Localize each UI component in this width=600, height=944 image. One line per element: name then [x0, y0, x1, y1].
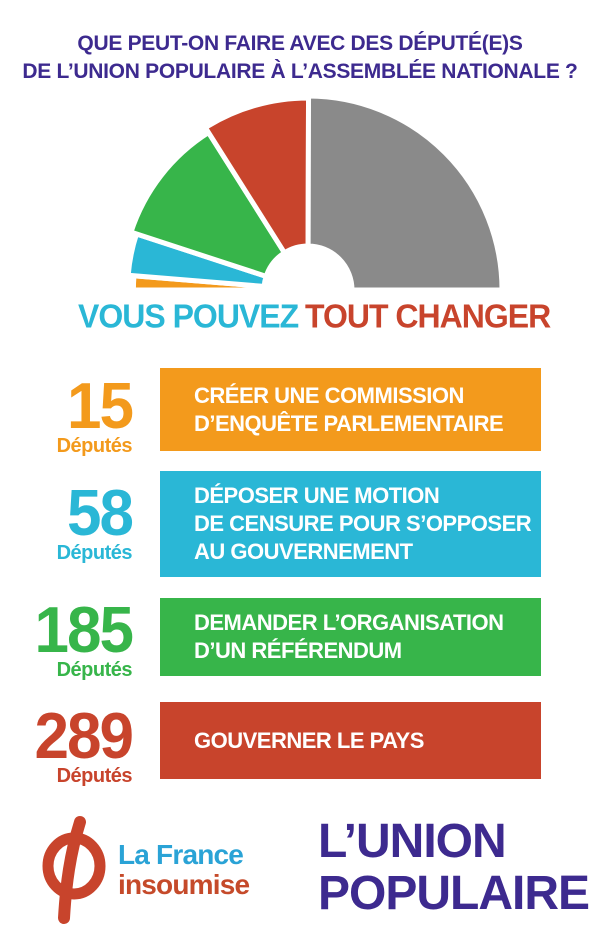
threshold-number: 58	[67, 477, 134, 550]
page-title: QUE PEUT-ON FAIRE AVEC DES DÉPUTÉ(E)S DE…	[0, 30, 600, 86]
action-box-motion-censure: DÉPOSER UNE MOTION DE CENSURE POUR S’OPP…	[160, 471, 541, 577]
up-line-1: L’UNION	[318, 815, 507, 868]
title-line-2: DE L’UNION POPULAIRE À L’ASSEMBLÉE NATIO…	[22, 60, 578, 83]
threshold-number: 289	[34, 700, 134, 773]
threshold-number: 15	[67, 370, 134, 443]
threshold-number-block: 58 Députés	[56, 477, 134, 564]
action-box-commission: CRÉER UNE COMMISSION D’ENQUÊTE PARLEMENT…	[160, 368, 541, 451]
threshold-unit: Députés	[56, 542, 133, 564]
hemicycle-chart	[125, 93, 505, 293]
threshold-number-block: 289 Députés	[34, 700, 134, 787]
action-text-line: DEMANDER L’ORGANISATION	[194, 610, 504, 635]
threshold-number-block: 185 Députés	[34, 594, 134, 681]
france-insoumise-phi-logo	[42, 816, 106, 924]
hemicycle-segment-3	[127, 129, 288, 280]
action-text-line: D’UN RÉFÉRENDUM	[194, 638, 402, 663]
threshold-unit: Députés	[56, 435, 133, 457]
union-populaire-wordmark: L’UNION POPULAIRE	[318, 815, 590, 920]
france-insoumise-wordmark: La France insoumise	[118, 839, 250, 900]
threshold-row-185: 185 Députés DEMANDER L’ORGANISATION D’UN…	[0, 596, 600, 686]
threshold-number-block: 15 Députés	[56, 370, 134, 457]
threshold-row-58: 58 Députés DÉPOSER UNE MOTION DE CENSURE…	[0, 471, 600, 577]
threshold-unit: Députés	[56, 765, 133, 787]
action-text-line: DE CENSURE POUR S’OPPOSER	[194, 511, 532, 536]
threshold-unit: Députés	[56, 659, 133, 681]
action-text-line: DÉPOSER UNE MOTION	[194, 483, 440, 508]
title-line-1: QUE PEUT-ON FAIRE AVEC DES DÉPUTÉ(E)S	[77, 32, 523, 55]
fi-line-1: La France	[118, 839, 244, 870]
threshold-row-15: 15 Députés CRÉER UNE COMMISSION D’ENQUÊT…	[0, 368, 600, 458]
threshold-number: 185	[34, 594, 134, 667]
slogan-tout-changer: TOUT CHANGER	[305, 297, 551, 335]
hemicycle-segment-4	[201, 95, 312, 257]
action-box-referendum: DEMANDER L’ORGANISATION D’UN RÉFÉRENDUM	[160, 598, 541, 676]
action-text-line: GOUVERNER LE PAYS	[194, 727, 424, 753]
hemicycle-segment-5	[305, 93, 505, 293]
action-text-line: AU GOUVERNEMENT	[194, 539, 413, 564]
up-line-2: POPULAIRE	[318, 867, 590, 920]
action-text-line: CRÉER UNE COMMISSION	[194, 382, 464, 408]
fi-line-2: insoumise	[118, 869, 250, 900]
slogan-vous-pouvez: VOUS POUVEZ	[78, 297, 299, 335]
action-text-line: D’ENQUÊTE PARLEMENTAIRE	[194, 410, 504, 436]
threshold-row-289: 289 Députés GOUVERNER LE PAYS	[0, 700, 600, 790]
action-box-gouverner: GOUVERNER LE PAYS	[160, 702, 541, 779]
